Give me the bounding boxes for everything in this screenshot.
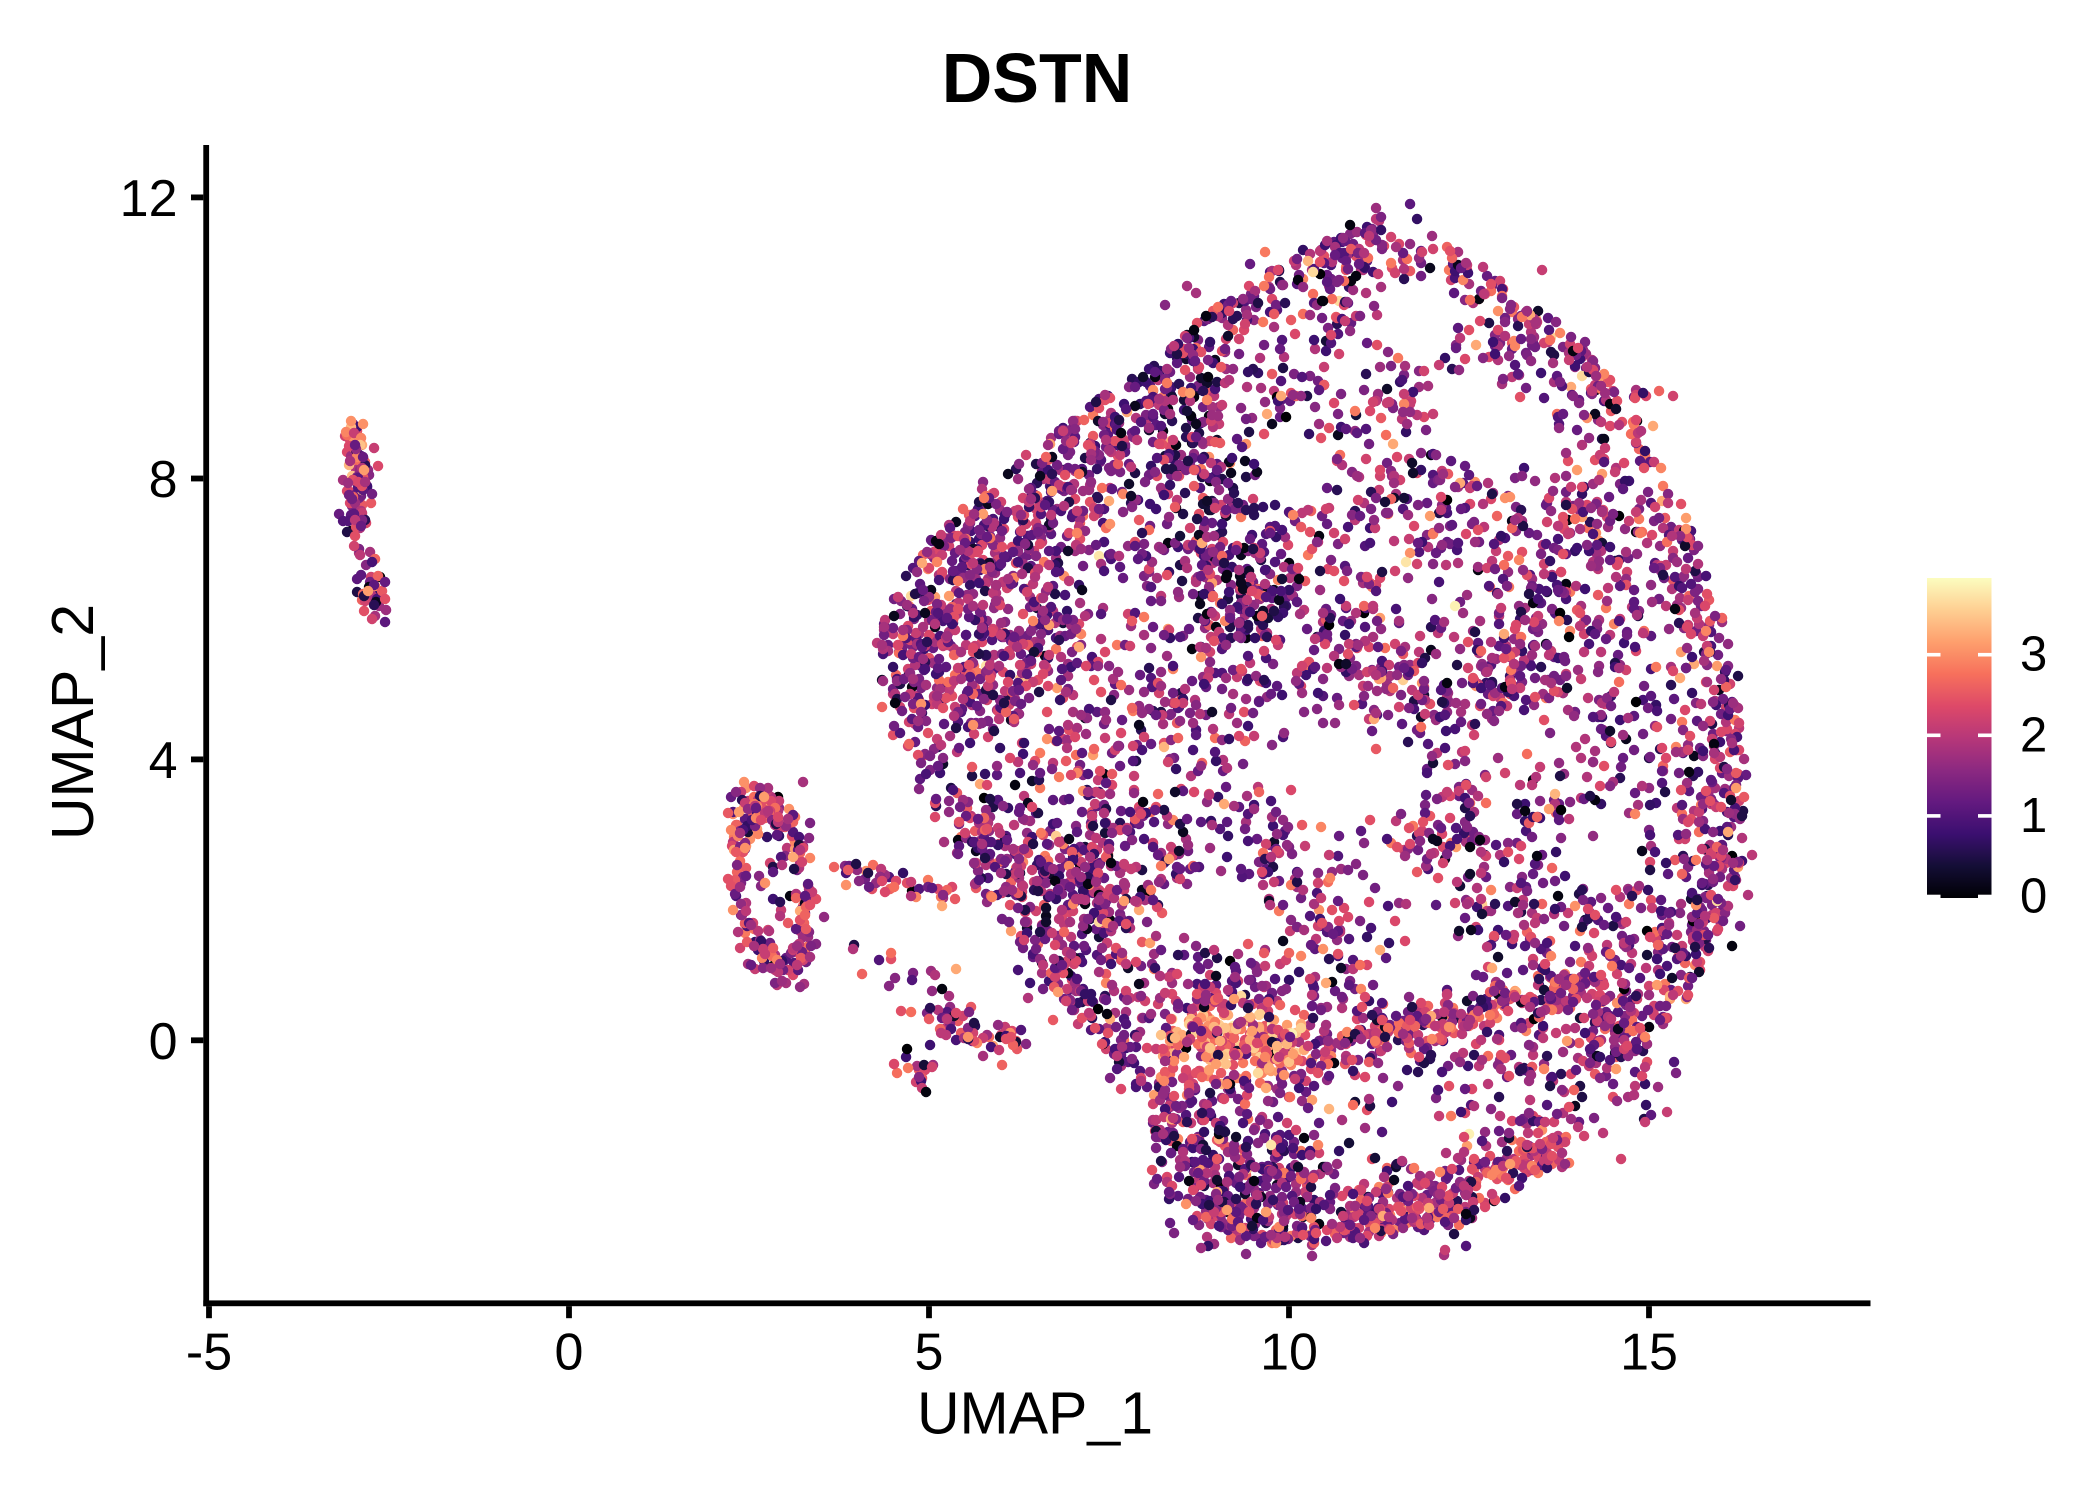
svg-text:12: 12 bbox=[120, 170, 178, 228]
svg-text:4: 4 bbox=[149, 732, 178, 790]
svg-text:UMAP_2: UMAP_2 bbox=[40, 604, 106, 840]
svg-text:-5: -5 bbox=[186, 1324, 232, 1382]
svg-text:2: 2 bbox=[2020, 708, 2047, 762]
svg-text:3: 3 bbox=[2020, 628, 2047, 682]
svg-text:10: 10 bbox=[1260, 1324, 1318, 1382]
svg-text:0: 0 bbox=[555, 1324, 584, 1382]
svg-text:DSTN: DSTN bbox=[942, 39, 1133, 117]
svg-text:1: 1 bbox=[2020, 789, 2047, 843]
svg-text:8: 8 bbox=[149, 451, 178, 509]
svg-text:0: 0 bbox=[2020, 870, 2047, 924]
svg-text:15: 15 bbox=[1620, 1324, 1678, 1382]
svg-text:5: 5 bbox=[915, 1324, 944, 1382]
svg-text:UMAP_1: UMAP_1 bbox=[917, 1381, 1153, 1447]
svg-text:0: 0 bbox=[149, 1013, 178, 1071]
